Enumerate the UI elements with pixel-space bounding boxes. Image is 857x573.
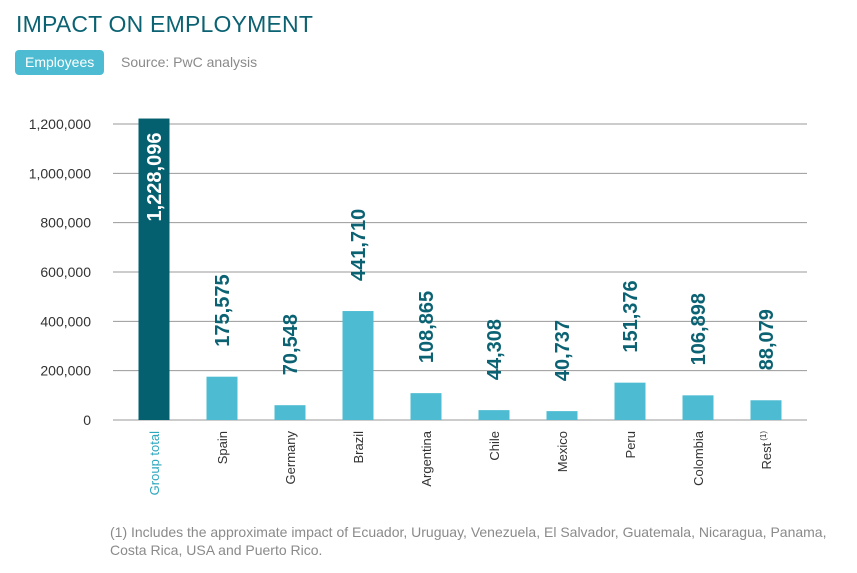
bar-argentina [410,393,442,420]
x-axis-labels: Group total Spain Germany Brazil Argentina Ch… [147,430,774,495]
value-label: 441,710 [348,209,370,281]
bar-germany [274,405,306,420]
value-label: 88,079 [756,309,778,370]
bars [138,118,782,421]
y-tick-label: 200,000 [40,363,91,379]
bar-spain [206,376,238,420]
value-labels: 1,228,096 175,575 70,548 441,710 108,865 44,3… [144,133,778,382]
bar-mexico [546,411,578,420]
bar-colombia [682,395,714,420]
y-tick-label: 400,000 [40,313,91,329]
x-tick-label: Mexico [555,431,570,472]
bar-rest [750,400,782,420]
x-tick-label: Colombia [691,430,706,486]
gridlines [113,123,807,421]
y-tick-label: 600,000 [40,264,91,280]
footnote: (1) Includes the approximate impact of E… [110,524,827,558]
y-tick-label: 800,000 [40,215,91,231]
y-tick-label: 1,200,000 [29,116,91,132]
value-label: 40,737 [552,320,574,381]
legend-employees: Employees [15,50,105,75]
x-tick-label: Peru [623,431,638,458]
value-label: 106,898 [688,293,710,365]
y-tick-label: 0 [83,412,91,428]
source-note: Source: PwC analysis [121,54,258,70]
chart-title: IMPACT ON EMPLOYMENT [16,11,314,37]
value-label: 151,376 [620,280,642,352]
value-label: 108,865 [416,291,438,363]
y-tick-label: 1,000,000 [29,165,91,181]
y-axis-ticks: 0 200,000 400,000 600,000 800,000 1,000,000 1,… [29,116,92,428]
bar-chile [478,410,510,420]
x-tick-label: Group total [147,431,162,495]
bar-group-total [138,118,170,421]
x-tick-label: Spain [215,431,230,464]
bar-peru [614,382,646,420]
value-label: 70,548 [280,314,302,375]
value-label: 44,308 [484,319,506,380]
x-tick-label: Germany [283,431,298,485]
value-label: 175,575 [212,274,234,346]
x-tick-label: Argentina [419,430,434,486]
x-tick-label: Brazil [351,431,366,464]
bar-brazil [342,311,374,420]
x-tick-label: Chile [487,431,502,461]
x-tick-label: Rest(1) [759,431,774,470]
value-label: 1,228,096 [144,133,166,222]
